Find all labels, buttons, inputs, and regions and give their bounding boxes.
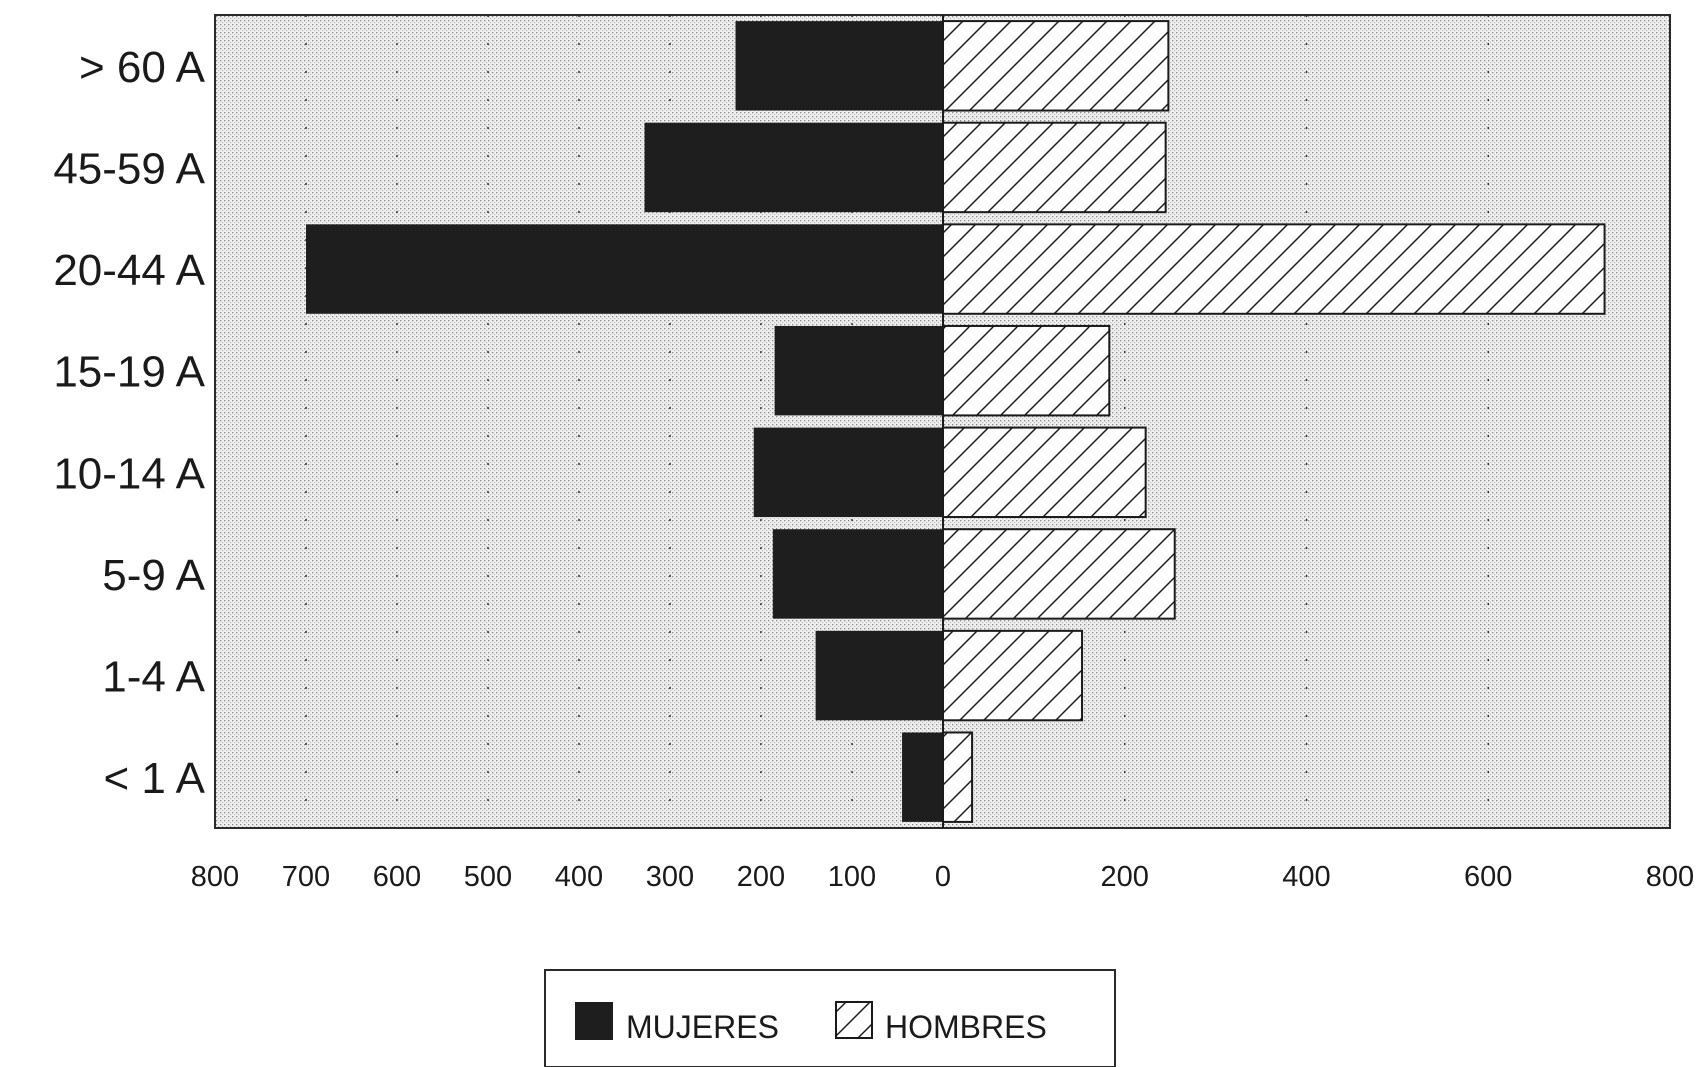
tick-label-right-600: 600 [1464,861,1512,893]
category-label-1-4-a: 1-4 A [102,653,205,702]
category-label-5-9-a: 5-9 A [102,551,205,600]
bar-mujeres-15-19-a [774,325,943,416]
tick-label-left-400: 400 [555,861,603,893]
legend-swatch-hombres [835,1001,873,1039]
tick-label-left-300: 300 [646,861,694,893]
legend: MUJERES HOMBRES [544,969,1116,1067]
bar-hombres-1-a [942,731,974,823]
bar-mujeres-1-4-a [815,630,943,721]
bar-mujeres-5-9-a [772,529,943,619]
tick-label-right-800: 800 [1646,861,1694,893]
category-label-45-59-a: 45-59 A [53,144,205,193]
bar-mujeres-10-14-a [753,427,943,518]
bar-hombres-45-59-a [942,121,1167,214]
bar-hombres-10-14-a [942,426,1147,519]
category-label-10-14-a: 10-14 A [53,449,205,498]
bar-mujeres-45-59-a [644,122,943,213]
category-label-60-a: > 60 A [79,43,206,92]
category-label-1-a: < 1 A [103,754,205,803]
tick-label-left-0: 0 [935,861,951,893]
bar-hombres-60-a [942,20,1170,112]
legend-label-hombres: HOMBRES [885,1009,1047,1045]
tick-label-left-100: 100 [828,861,876,893]
category-label-15-19-a: 15-19 A [53,348,205,397]
bar-hombres-15-19-a [942,324,1111,417]
tick-label-right-400: 400 [1282,861,1330,893]
bars [306,15,1606,828]
tick-label-right-200: 200 [1101,861,1149,893]
category-label-20-44-a: 20-44 A [53,246,205,295]
tick-label-left-800: 800 [191,861,239,893]
tick-label-left-600: 600 [373,861,421,893]
legend-label-mujeres: MUJERES [626,1009,779,1045]
tick-label-left-700: 700 [282,861,330,893]
tick-label-left-200: 200 [737,861,785,893]
bar-hombres-1-4-a [942,629,1084,722]
bar-hombres-20-44-a [942,223,1606,315]
bar-mujeres-20-44-a [306,224,943,314]
legend-box [544,969,1116,1067]
tick-label-left-500: 500 [464,861,512,893]
bar-hombres-5-9-a [942,528,1176,620]
legend-swatch-mujeres [575,1002,613,1040]
category-labels: > 60 A 45-59 A 20-44 A 15-19 A 10-14 A 5-9 A 1… [53,43,205,803]
bar-mujeres-1-a [902,732,943,822]
x-axis-tick-labels: 800 700 600 500 400 300 200 100 0 200 400 600 800 [191,861,1694,893]
bar-mujeres-60-a [735,21,943,111]
